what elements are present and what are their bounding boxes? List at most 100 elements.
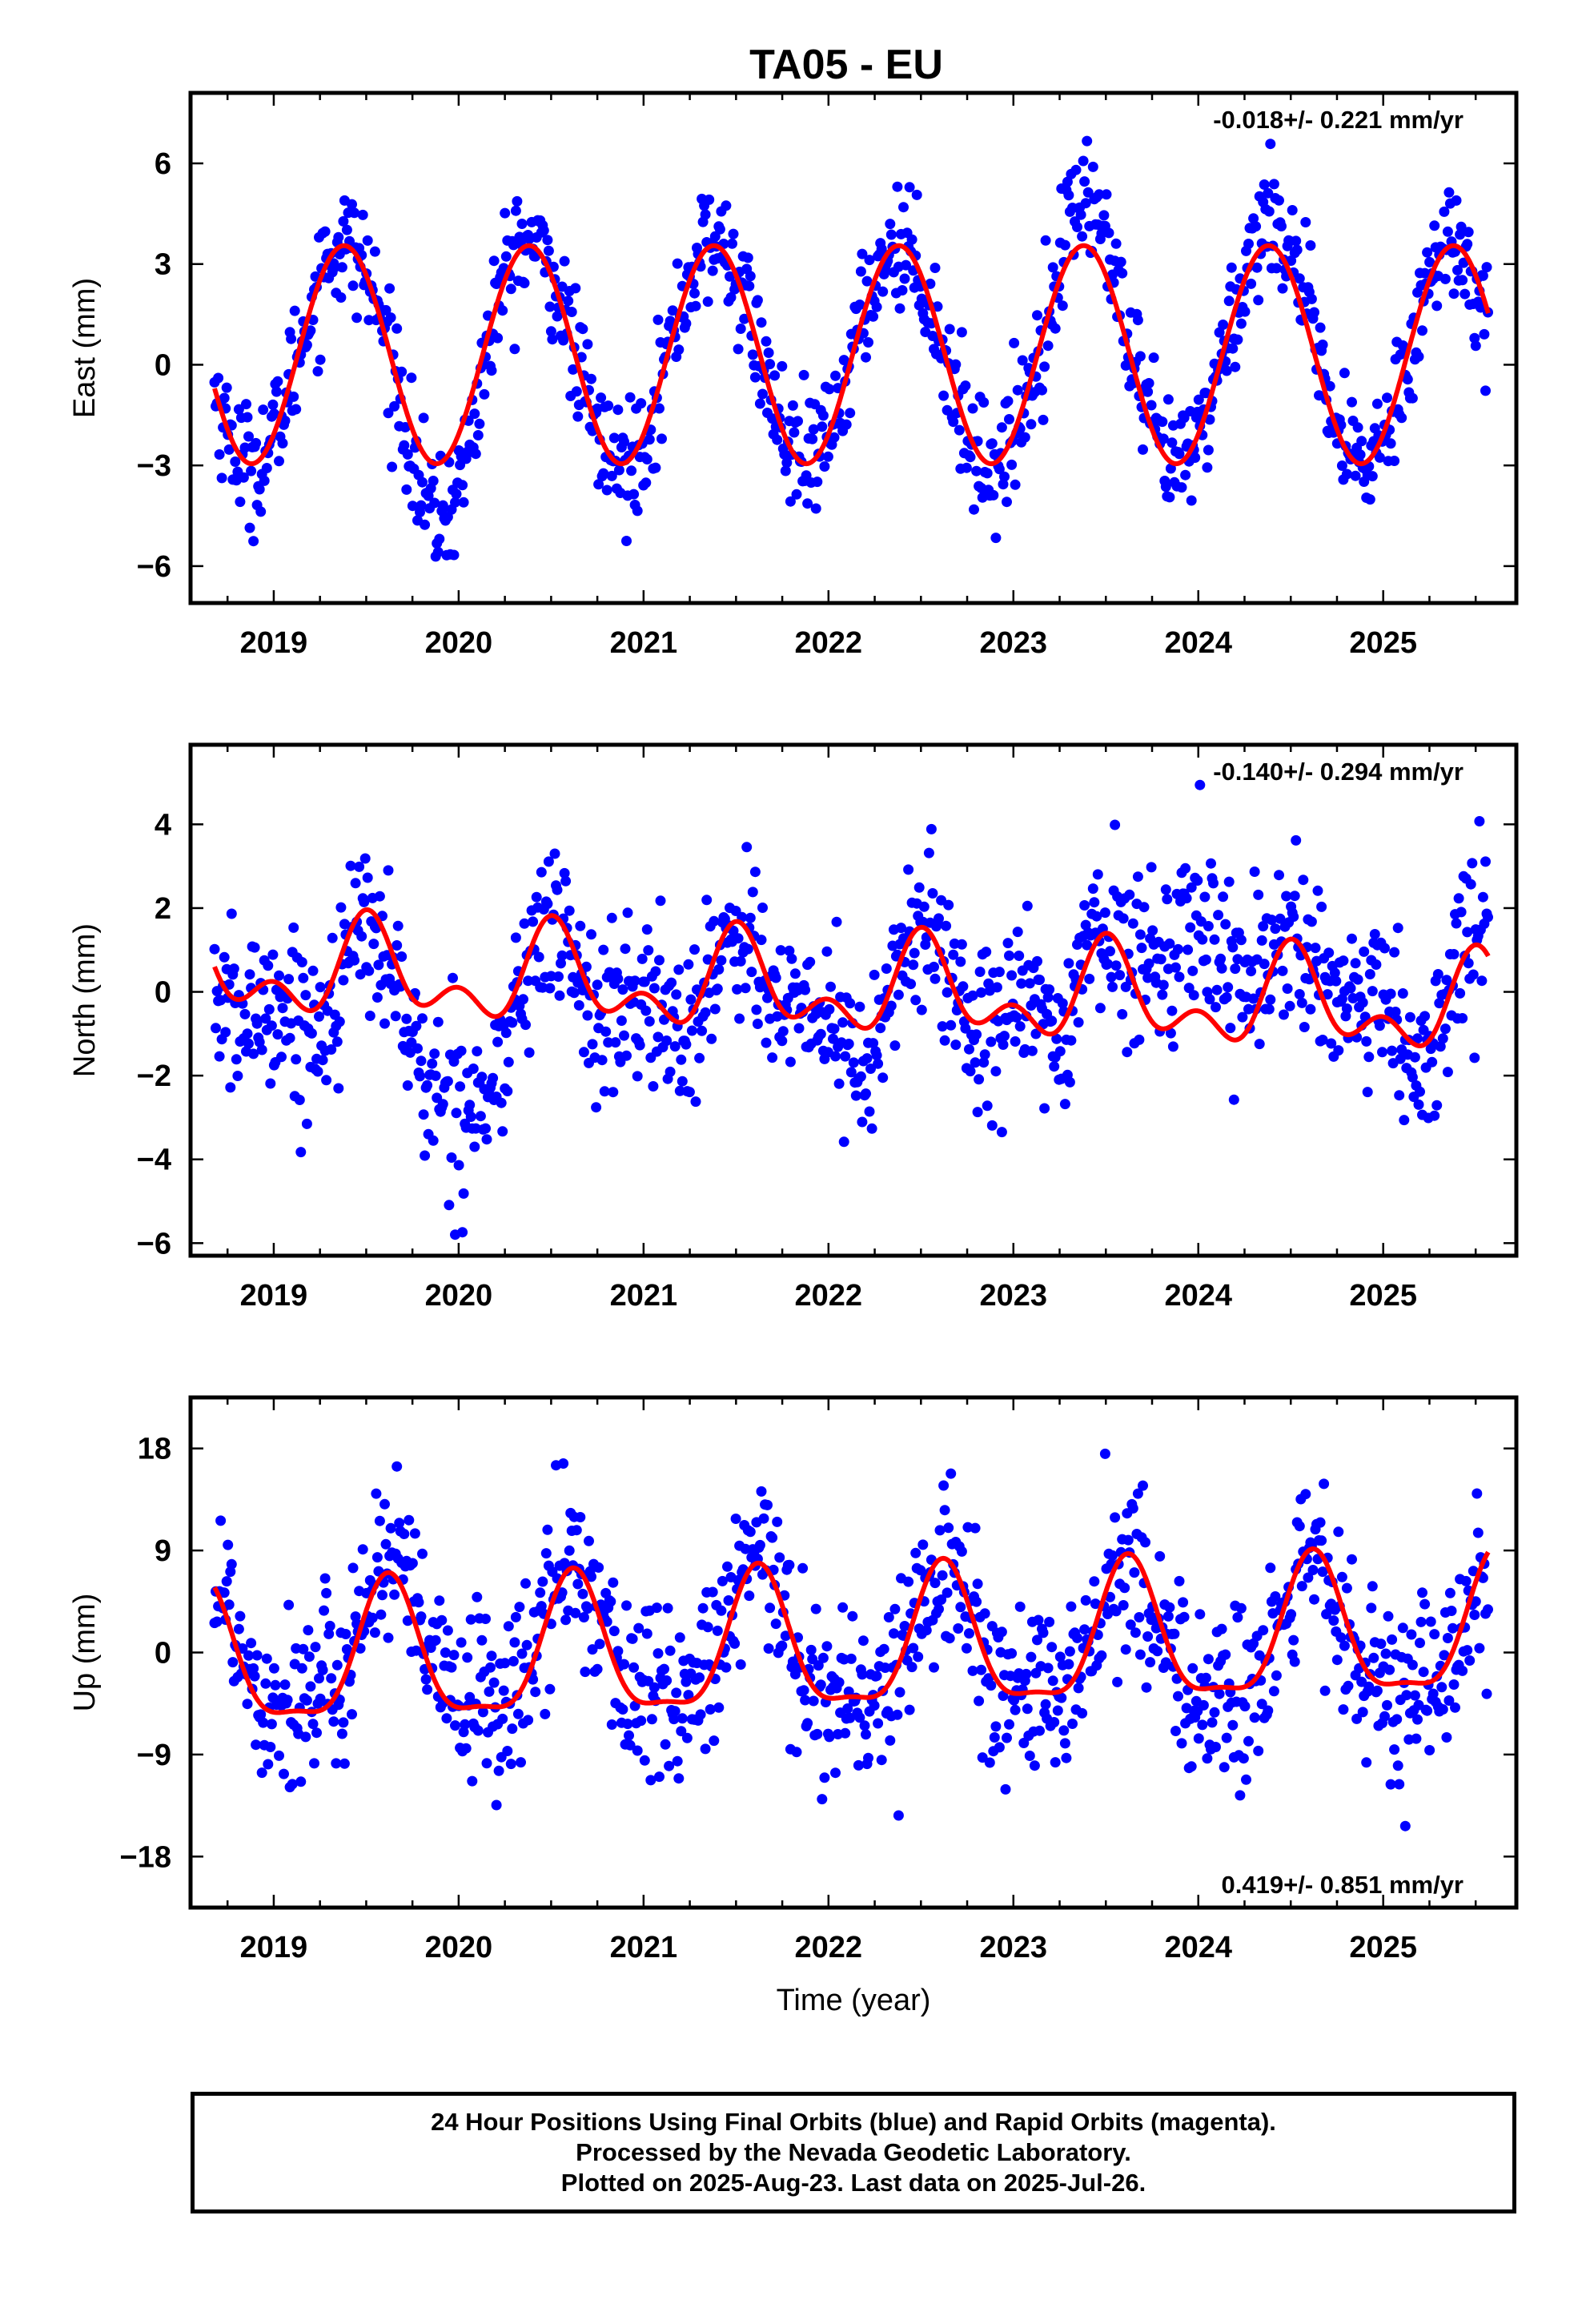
north-data-point — [1361, 1035, 1372, 1047]
east-data-point — [707, 265, 718, 276]
up-data-point — [908, 1642, 919, 1654]
north-data-point — [838, 1136, 849, 1148]
up-data-point — [1412, 1714, 1423, 1725]
east-data-point — [606, 470, 617, 481]
north-data-point — [1218, 891, 1229, 903]
north-data-point — [1105, 946, 1115, 957]
north-data-point — [317, 1055, 328, 1066]
north-data-point — [430, 1070, 441, 1081]
up-data-point — [717, 1575, 728, 1586]
north-data-point — [392, 920, 404, 931]
up-data-point — [1270, 1591, 1281, 1602]
up-data-point — [883, 1612, 894, 1622]
north-data-point — [1124, 889, 1135, 900]
north-data-point — [1099, 907, 1110, 919]
east-data-point — [789, 427, 800, 438]
north-data-point — [533, 951, 544, 963]
up-data-point — [282, 1695, 293, 1706]
up-data-point — [857, 1635, 869, 1647]
up-data-point — [1444, 1587, 1456, 1598]
east-data-point — [351, 312, 363, 324]
north-data-point — [654, 955, 665, 966]
up-data-point — [1361, 1757, 1372, 1768]
north-model-curve — [212, 907, 1491, 1048]
up-data-point — [1164, 1602, 1175, 1613]
up-data-point — [1335, 1632, 1347, 1643]
up-data-point — [416, 1611, 427, 1622]
up-data-point — [996, 1626, 1007, 1638]
east-data-point — [1306, 293, 1317, 304]
up-data-point — [1145, 1657, 1156, 1668]
up-data-point — [1271, 1670, 1282, 1681]
north-data-point — [1468, 969, 1479, 980]
north-data-point — [1200, 954, 1211, 965]
north-data-point — [1146, 862, 1157, 873]
north-data-point — [1326, 1038, 1337, 1049]
north-data-point — [825, 981, 836, 992]
north-data-point — [1282, 983, 1293, 994]
up-x-tick-label: 2025 — [1349, 1931, 1417, 1964]
east-data-point — [1339, 368, 1350, 379]
north-velocity-label: -0.140+/- 0.294 mm/yr — [1213, 758, 1464, 786]
north-data-point — [1215, 953, 1227, 964]
up-data-point — [1122, 1534, 1134, 1546]
up-data-point — [744, 1590, 755, 1602]
east-x-tick-label: 2020 — [425, 626, 493, 660]
north-data-point — [1209, 934, 1220, 945]
north-data-point — [742, 943, 753, 955]
up-data-point — [1173, 1691, 1183, 1702]
up-data-point — [1339, 1640, 1350, 1651]
east-data-point — [1424, 256, 1435, 267]
north-data-point — [655, 895, 666, 907]
north-data-point — [1298, 875, 1309, 886]
east-data-point — [877, 286, 889, 297]
up-data-point — [871, 1671, 882, 1682]
east-data-point — [586, 373, 596, 384]
east-data-point — [219, 392, 230, 404]
east-data-point — [568, 364, 579, 375]
up-data-point — [1356, 1676, 1367, 1687]
east-data-point — [472, 430, 484, 440]
east-data-point — [1268, 179, 1279, 190]
up-data-point — [821, 1641, 833, 1652]
north-data-point — [349, 955, 360, 966]
north-data-point — [448, 972, 458, 983]
north-data-point — [488, 1072, 499, 1084]
up-data-point — [810, 1603, 821, 1614]
north-data-point — [1359, 1011, 1371, 1023]
north-data-point — [549, 848, 560, 859]
up-data-point — [324, 1620, 335, 1631]
north-data-point — [418, 1109, 429, 1120]
east-data-point — [1226, 262, 1237, 273]
up-data-point — [845, 1653, 857, 1664]
up-y-tick-label: −18 — [120, 1840, 171, 1874]
east-data-point — [338, 215, 349, 227]
up-data-point — [219, 1587, 230, 1598]
east-data-point — [572, 411, 584, 422]
north-data-point — [821, 946, 833, 957]
north-data-point — [333, 1083, 344, 1094]
up-data-point — [758, 1513, 769, 1524]
north-data-point — [359, 896, 370, 907]
up-data-point — [813, 1660, 824, 1671]
east-data-point — [725, 292, 737, 303]
east-data-point — [1077, 231, 1088, 242]
up-data-point — [1061, 1752, 1072, 1763]
up-data-point — [974, 1695, 985, 1707]
up-data-point — [243, 1650, 254, 1661]
up-data-point — [309, 1758, 319, 1769]
up-data-point — [540, 1708, 551, 1719]
east-data-point — [1180, 469, 1191, 480]
up-data-point — [847, 1610, 858, 1622]
east-data-point — [1101, 189, 1112, 200]
north-data-point — [1174, 971, 1185, 983]
north-data-point — [411, 1020, 422, 1031]
north-data-point — [1305, 1003, 1316, 1015]
north-data-point — [214, 1051, 225, 1062]
up-data-point — [1286, 1609, 1297, 1620]
up-data-point — [305, 1681, 316, 1692]
up-data-point — [648, 1682, 660, 1693]
up-data-point — [1368, 1652, 1379, 1663]
north-data-point — [1409, 1051, 1420, 1063]
east-data-point — [1448, 288, 1460, 300]
